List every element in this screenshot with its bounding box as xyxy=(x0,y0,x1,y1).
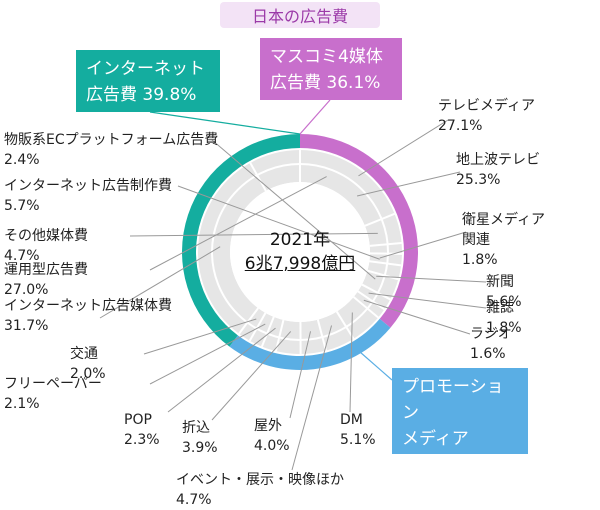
label-other-media: その他媒体費 4.7% xyxy=(4,226,88,266)
connector-mass4 xyxy=(300,100,330,134)
center-label: 2021年 6兆7,998億円 xyxy=(220,228,380,276)
promotion-box-label2: 広告費 24.1% xyxy=(402,452,518,478)
center-total: 6兆7,998億円 xyxy=(220,252,380,276)
promotion-box: プロモーション メディア 広告費 24.1% xyxy=(392,368,528,454)
promotion-box-label: メディア xyxy=(402,426,518,452)
label-programmatic: 運用型広告費 27.0% xyxy=(4,260,88,300)
internet-box: インターネット 広告費 39.8% xyxy=(76,50,220,112)
label-radio: ラジオ 1.6% xyxy=(470,324,512,364)
promotion-box-name: プロモーション xyxy=(402,374,518,426)
label-transport: 交通 2.0% xyxy=(70,344,106,384)
label-event: イベント・展示・映像ほか 4.7% xyxy=(176,470,344,510)
mass4-box: マスコミ4媒体 広告費 36.1% xyxy=(260,38,402,100)
connector-promotion xyxy=(360,352,392,380)
mass4-box-name: マスコミ4媒体 xyxy=(270,44,392,70)
internet-box-name: インターネット xyxy=(86,56,210,82)
label-satellite-media: 衛星メディア 関連 1.8% xyxy=(462,210,545,270)
mass4-box-label: 広告費 36.1% xyxy=(270,70,392,96)
center-year: 2021年 xyxy=(220,228,380,252)
chart-title: 日本の広告費 xyxy=(220,2,380,28)
leader-10 xyxy=(168,328,276,412)
leader-0 xyxy=(358,120,448,176)
internet-box-label: 広告費 39.8% xyxy=(86,82,210,108)
